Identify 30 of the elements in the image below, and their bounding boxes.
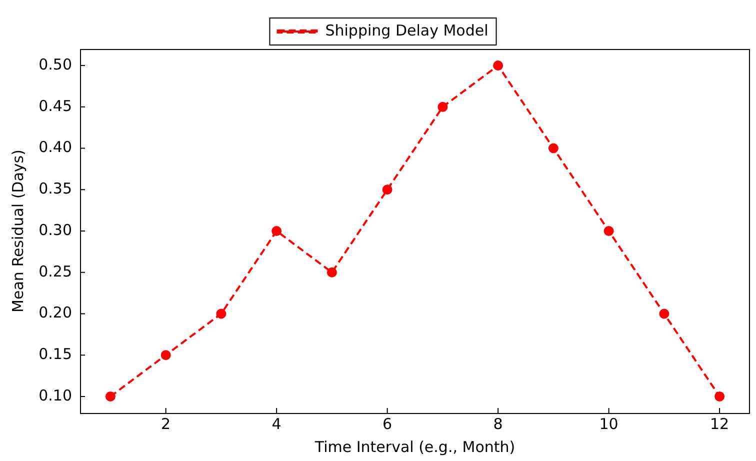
point xyxy=(272,226,282,236)
y-axis-title: Mean Residual (Days) xyxy=(8,150,27,312)
legend-label: Shipping Delay Model xyxy=(325,21,488,40)
x-tick-label: 4 xyxy=(272,414,282,433)
point xyxy=(326,267,337,278)
y-tick-label: 0.25 xyxy=(38,262,72,280)
y-tick-label: 0.10 xyxy=(38,386,72,404)
x-tick-label: 2 xyxy=(161,414,171,433)
y-tick-label: 0.45 xyxy=(38,96,72,115)
point xyxy=(382,184,392,195)
x-tick-label: 12 xyxy=(710,414,730,433)
x-tick-label: 6 xyxy=(382,414,392,433)
point xyxy=(548,143,558,154)
point xyxy=(438,102,448,112)
y-tick-label: 0.15 xyxy=(38,344,72,363)
point xyxy=(714,391,725,402)
x-tick-label: 8 xyxy=(493,414,503,433)
point xyxy=(604,226,614,236)
point xyxy=(659,308,670,319)
point xyxy=(493,60,504,71)
y-tick-label: 0.40 xyxy=(38,138,72,156)
y-tick-label: 0.20 xyxy=(38,304,72,322)
y-tick-label: 0.50 xyxy=(38,55,72,74)
x-tick-label: 10 xyxy=(599,414,618,433)
point xyxy=(105,391,116,402)
y-tick-label: 0.30 xyxy=(38,220,72,239)
point xyxy=(216,308,226,319)
x-axis-title: Time Interval (e.g., Month) xyxy=(314,438,516,456)
y-tick-label: 0.35 xyxy=(38,180,72,198)
point xyxy=(160,350,171,360)
